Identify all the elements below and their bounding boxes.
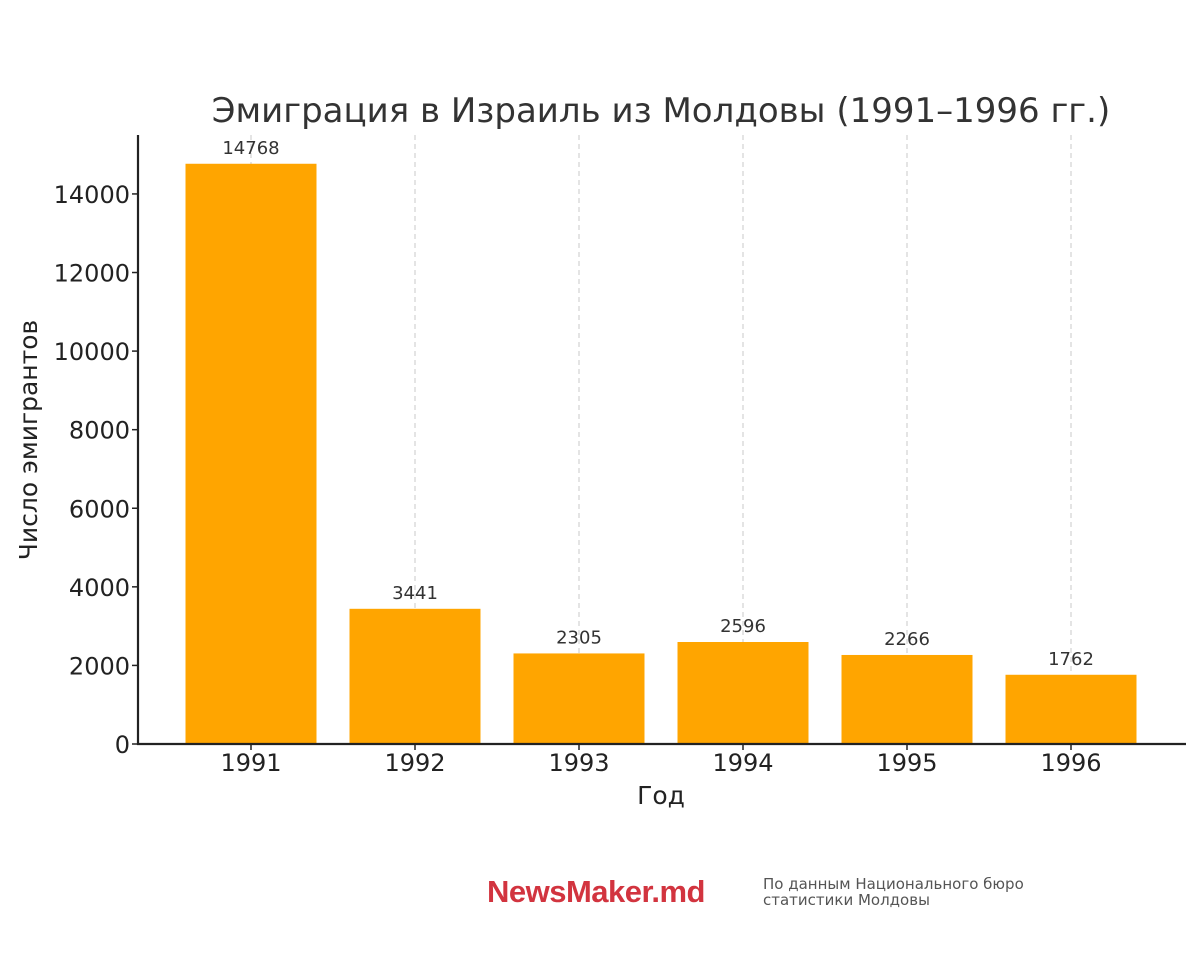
y-tick-label-0: 0	[115, 731, 130, 759]
data-label-1991: 14768	[222, 138, 279, 159]
x-tick-label-1996: 1996	[1040, 749, 1101, 777]
bar-1996	[1005, 674, 1137, 744]
data-labels: 14768 3441 2305 2596 2266 1762	[222, 138, 1094, 670]
source-note-line-2: статистики Молдовы	[763, 891, 930, 909]
x-tick-label-1994: 1994	[712, 749, 773, 777]
axes	[136, 135, 1186, 746]
y-tick-label-14000: 14000	[54, 181, 130, 209]
x-ticks: 1991 1992 1993 1994 1995 1996	[220, 744, 1102, 777]
y-tick-label-10000: 10000	[54, 338, 130, 366]
y-tick-label-12000: 12000	[54, 260, 130, 288]
y-axis-label: Число эмигрантов	[14, 320, 43, 560]
x-tick-label-1993: 1993	[548, 749, 609, 777]
data-label-1992: 3441	[392, 583, 438, 604]
y-ticks: 0 2000 4000 6000 8000 10000 12000 14000	[54, 181, 138, 759]
y-tick-label-4000: 4000	[69, 574, 130, 602]
source-note-line-1: По данным Национального бюро	[763, 875, 1024, 893]
source-note: По данным Национального бюро статистики …	[763, 876, 1093, 908]
newsmaker-logo: NewsMaker.md	[487, 874, 706, 909]
data-label-1996: 1762	[1048, 649, 1094, 670]
x-axis-label: Год	[637, 781, 685, 810]
bar-1993	[513, 653, 645, 744]
data-label-1995: 2266	[884, 629, 930, 650]
bar-1992	[349, 608, 481, 744]
data-label-1993: 2305	[556, 627, 602, 648]
chart-title: Эмиграция в Израиль из Молдовы (1991–199…	[212, 91, 1111, 131]
y-tick-label-6000: 6000	[69, 495, 130, 523]
y-tick-label-2000: 2000	[69, 652, 130, 680]
x-tick-label-1995: 1995	[876, 749, 937, 777]
data-label-1994: 2596	[720, 616, 766, 637]
bar-1994	[677, 642, 809, 744]
y-tick-label-8000: 8000	[69, 417, 130, 445]
bar-1991	[185, 163, 317, 745]
bar-1995	[841, 654, 973, 744]
x-tick-label-1991: 1991	[220, 749, 281, 777]
bars	[185, 163, 1137, 745]
x-tick-label-1992: 1992	[384, 749, 445, 777]
